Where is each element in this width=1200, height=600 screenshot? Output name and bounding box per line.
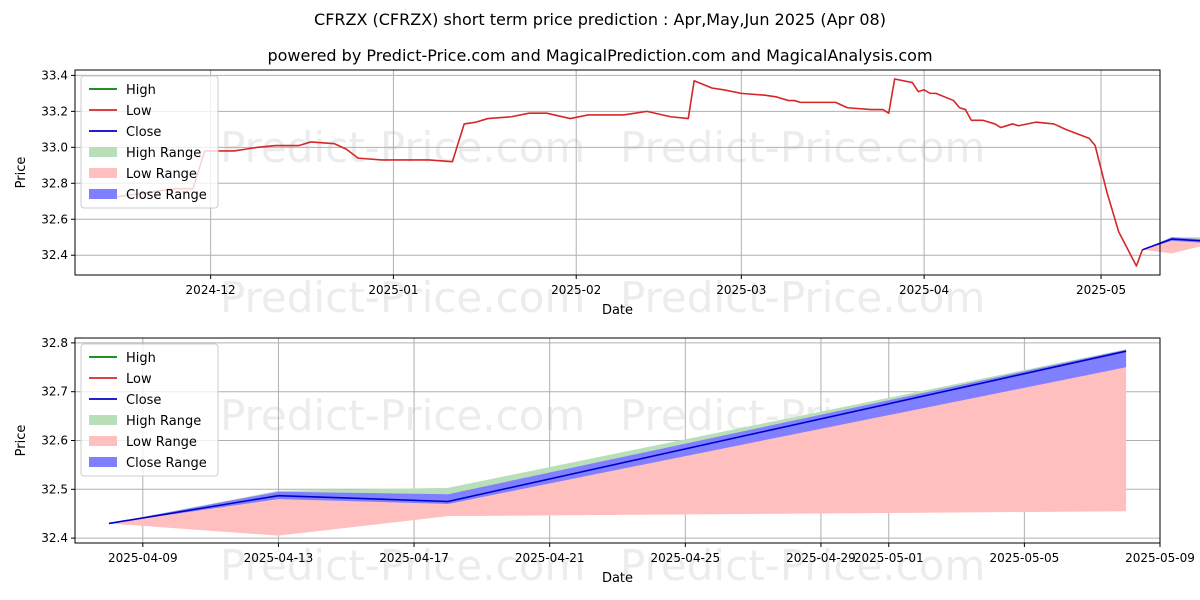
- x-tick-label: 2025-01: [368, 283, 418, 297]
- plot-frame: [74, 337, 1161, 544]
- y-tick-label: 32.8: [41, 336, 68, 350]
- x-tick-label: 2025-03: [716, 283, 766, 297]
- x-tick-label: 2025-04-21: [515, 551, 585, 565]
- watermark-text: Predict-Price.com: [620, 273, 985, 322]
- low-range-band: [108, 367, 1127, 536]
- y-tick-label: 32.4: [41, 248, 68, 262]
- legend-swatch-low-range: [89, 168, 117, 178]
- watermark-text: Predict-Price.com: [620, 541, 985, 590]
- x-tick-label: 2025-04: [899, 283, 949, 297]
- y-tick-label: 32.8: [41, 176, 68, 190]
- y-tick-label: 33.2: [41, 104, 68, 118]
- y-tick-label: 33.4: [41, 68, 68, 82]
- x-tick-label: 2025-05-05: [990, 551, 1060, 565]
- close-series-line: [1142, 238, 1200, 251]
- low-range-band: [1142, 240, 1200, 254]
- legend-label: Close Range: [126, 188, 207, 203]
- x-tick-label: 2024-12: [186, 283, 236, 297]
- legend-label: High Range: [126, 146, 201, 161]
- legend: High Low Close High Range Low Range Close Ran…: [80, 343, 219, 477]
- chart-subtitle: powered by Predict-Price.com and Magical…: [267, 46, 933, 65]
- plot-top: Predict-Price.com Predict-Price.comPredic…: [14, 68, 1200, 322]
- x-tick-label: 2025-04-13: [244, 551, 314, 565]
- legend-swatch-close-range: [89, 189, 117, 199]
- x-tick-label: 2025-04-17: [379, 551, 449, 565]
- x-tick-label: 2025-02: [551, 283, 601, 297]
- plot-bottom: Predict-Price.com Predict-Price.com Predic…: [14, 336, 1195, 590]
- legend-swatch-high-range: [89, 147, 117, 157]
- watermark-text: Predict-Price.com: [220, 273, 585, 322]
- y-axis-label: Price: [14, 425, 29, 457]
- close-series-line: [108, 350, 1127, 525]
- x-tick-label: 2025-04-09: [108, 551, 178, 565]
- x-tick-label: 2025-04-29: [786, 551, 856, 565]
- legend-swatch-low-range: [89, 436, 117, 446]
- chart-title: CFRZX (CFRZX) short term price predictio…: [314, 10, 886, 29]
- legend-swatch-high-range: [89, 415, 117, 425]
- plot-frame: [74, 69, 1161, 276]
- x-tick-label: 2025-04-25: [650, 551, 720, 565]
- y-tick-label: 32.6: [41, 434, 68, 448]
- x-tick-label: 2025-05-01: [854, 551, 924, 565]
- x-tick-label: 2025-05-09: [1125, 551, 1195, 565]
- legend-label: Low Range: [126, 167, 197, 182]
- y-tick-label: 32.7: [41, 385, 68, 399]
- y-tick-label: 32.5: [41, 482, 68, 496]
- y-tick-label: 33.0: [41, 140, 68, 154]
- low-series-line: [110, 78, 1144, 267]
- legend-label: High Range: [126, 414, 201, 429]
- x-axis-label: Date: [602, 571, 633, 586]
- legend-label: Low: [126, 104, 152, 119]
- legend-label: Close: [126, 393, 161, 408]
- legend-label: High: [126, 351, 156, 366]
- legend-label: High: [126, 83, 156, 98]
- watermark-text: Predict-Price.com: [220, 541, 585, 590]
- y-axis-label: Price: [14, 157, 29, 189]
- legend-label: Low Range: [126, 435, 197, 450]
- y-tick-label: 32.4: [41, 531, 68, 545]
- legend-label: Close: [126, 125, 161, 140]
- legend-swatch-close-range: [89, 457, 117, 467]
- y-tick-label: 32.6: [41, 212, 68, 226]
- watermark-text: Predict-Price.com: [220, 391, 585, 440]
- x-axis-label: Date: [602, 303, 633, 318]
- legend-label: Close Range: [126, 456, 207, 471]
- x-tick-label: 2025-05: [1076, 283, 1126, 297]
- legend: High Low Close High Range Low Range Close Ran…: [80, 75, 219, 209]
- legend-label: Low: [126, 372, 152, 387]
